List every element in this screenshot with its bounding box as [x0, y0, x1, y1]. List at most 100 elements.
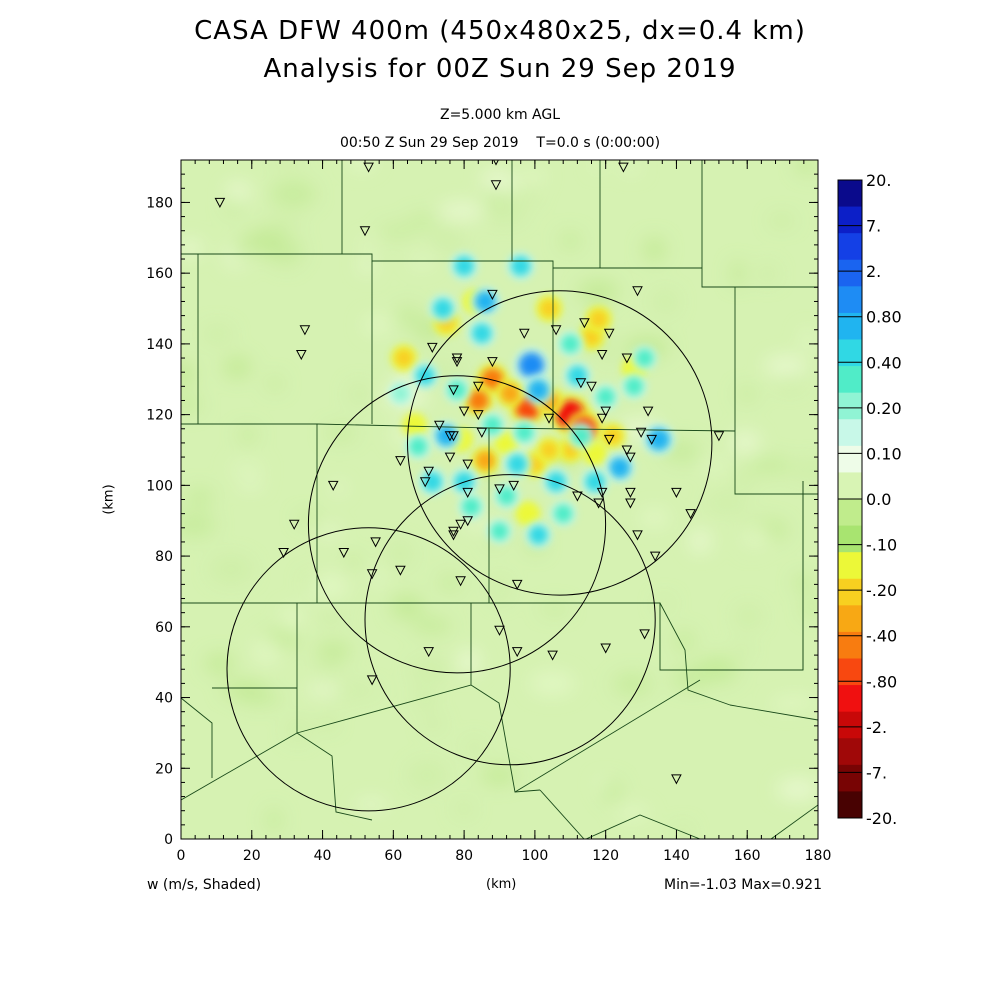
- radar-range-ring: [407, 290, 713, 596]
- station-marker: [423, 466, 435, 477]
- w-cell: [586, 445, 604, 462]
- background-shade: [793, 576, 815, 590]
- background-shade: [362, 315, 394, 335]
- background-shade: [510, 190, 540, 202]
- y-tick-label: 0: [164, 832, 173, 848]
- w-cell: [498, 434, 515, 452]
- background-shade: [599, 336, 619, 365]
- colorbar-label: -.80: [866, 672, 897, 691]
- w-cell: [539, 299, 559, 318]
- station-marker: [621, 353, 633, 364]
- background-shade: [736, 387, 758, 401]
- background-shade: [407, 215, 439, 228]
- background-shade: [790, 459, 818, 480]
- colorbar-swatch: [838, 578, 862, 606]
- w-cell: [394, 348, 413, 368]
- station-marker: [671, 774, 682, 785]
- background-shade: [237, 427, 258, 443]
- w-cell: [515, 423, 534, 442]
- station-marker: [600, 643, 612, 654]
- background-shade: [673, 630, 696, 651]
- x-tick-label: 180: [805, 848, 832, 864]
- station-marker: [419, 477, 431, 488]
- y-tick-label: 100: [146, 478, 173, 494]
- w-cell: [571, 426, 591, 445]
- w-cell: [435, 425, 457, 447]
- county-lines: [181, 160, 818, 839]
- w-cell: [582, 327, 601, 346]
- colorbar-label: 0.80: [866, 308, 902, 327]
- x-tick-label: 20: [243, 848, 261, 864]
- station-marker: [625, 487, 636, 498]
- colorbar-swatch: [838, 180, 862, 207]
- background-shade: [456, 648, 481, 675]
- station-marker: [575, 378, 587, 389]
- colorbar-label: 0.10: [866, 444, 902, 463]
- background-shade: [266, 808, 282, 833]
- colorbar-label: 0.20: [866, 399, 902, 418]
- background-shade: [205, 654, 234, 673]
- background-shade: [480, 766, 517, 785]
- station-marker: [451, 357, 463, 368]
- colorbar-swatch: [838, 259, 862, 287]
- background-shade: [730, 431, 761, 454]
- station-marker: [635, 427, 647, 438]
- colorbar-swatch: [838, 312, 862, 340]
- colorbar-swatch: [838, 605, 862, 633]
- background-shade: [388, 541, 413, 567]
- background-shade: [185, 487, 214, 507]
- background-shade: [431, 227, 465, 249]
- background-shade: [454, 800, 474, 818]
- background-shade: [348, 383, 369, 406]
- w-cell: [467, 390, 489, 411]
- station-marker: [448, 526, 459, 537]
- background-shade: [267, 217, 301, 232]
- w-cell: [490, 522, 509, 541]
- elapsed-time: T=0.0 s (0:00:00): [536, 135, 661, 151]
- county-line: [296, 732, 373, 821]
- w-cell: [472, 323, 492, 344]
- station-marker: [511, 579, 523, 590]
- station-marker: [550, 325, 562, 336]
- colorbar-swatch: [838, 392, 862, 420]
- station-marker: [572, 491, 583, 502]
- background-shade: [316, 642, 352, 659]
- background-shade: [396, 304, 419, 329]
- station-marker: [299, 325, 311, 336]
- w-cell: [624, 377, 644, 396]
- colorbar-label: -.40: [866, 627, 897, 646]
- background-shade: [209, 555, 253, 583]
- background-shade: [181, 512, 216, 538]
- station-marker: [455, 519, 466, 530]
- radar-range-ring: [307, 375, 607, 674]
- colorbar-swatch: [838, 472, 862, 500]
- station-marker: [462, 459, 474, 470]
- station-marker: [603, 328, 615, 339]
- station-marker: [508, 480, 520, 491]
- background-shade: [262, 240, 304, 262]
- x-tick-label: 60: [384, 848, 402, 864]
- colorbar-swatch: [838, 366, 862, 394]
- colorbar-swatch: [838, 738, 862, 766]
- background-shade: [270, 180, 317, 208]
- background-shade: [344, 685, 381, 696]
- x-tick-label: 0: [177, 848, 186, 864]
- w-cell: [447, 380, 467, 399]
- county-line: [296, 602, 472, 734]
- county-line: [659, 602, 731, 706]
- w-cell: [406, 416, 423, 434]
- min-max-label: Min=-1.03 Max=0.921: [664, 877, 822, 893]
- background-shade: [758, 264, 777, 283]
- station-marker: [632, 530, 643, 541]
- station-marker: [586, 381, 597, 392]
- station-marker: [600, 406, 612, 417]
- background-shade: [234, 239, 248, 263]
- station-marker: [444, 452, 456, 463]
- background-shade: [578, 280, 619, 303]
- background-shade: [237, 480, 264, 489]
- background-shade: [408, 762, 446, 788]
- w-cell: [497, 486, 516, 506]
- background-shade: [221, 681, 267, 697]
- background-shade: [701, 459, 729, 473]
